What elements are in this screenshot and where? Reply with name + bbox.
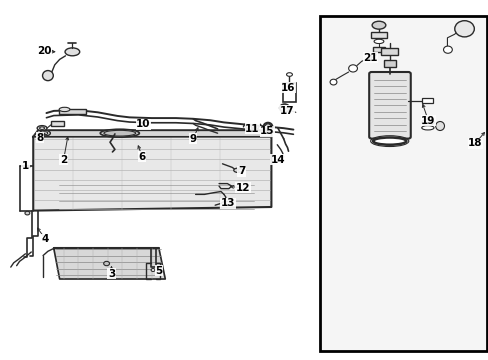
Text: 6: 6 [138, 152, 145, 162]
Text: 15: 15 [260, 126, 274, 136]
Ellipse shape [279, 104, 289, 112]
Ellipse shape [233, 168, 242, 172]
Ellipse shape [37, 126, 47, 131]
Ellipse shape [348, 65, 357, 72]
Ellipse shape [100, 129, 139, 137]
Text: 14: 14 [270, 155, 285, 165]
Text: 5: 5 [155, 266, 162, 276]
Ellipse shape [103, 261, 109, 266]
Ellipse shape [372, 138, 406, 145]
Bar [381, 48, 397, 55]
Text: 8: 8 [37, 132, 43, 143]
Text: 3: 3 [108, 269, 115, 279]
Polygon shape [33, 130, 271, 137]
Text: 2: 2 [60, 155, 67, 165]
Ellipse shape [59, 107, 70, 112]
Text: 17: 17 [279, 105, 294, 116]
Ellipse shape [65, 48, 80, 56]
Text: 18: 18 [467, 138, 482, 148]
Bar [370, 32, 386, 38]
Ellipse shape [454, 21, 473, 37]
Bar [372, 47, 385, 52]
Ellipse shape [264, 124, 270, 130]
Text: 11: 11 [244, 124, 259, 134]
Ellipse shape [373, 39, 383, 44]
Ellipse shape [263, 123, 272, 131]
Bar [320, 16, 486, 351]
Ellipse shape [25, 211, 30, 215]
Ellipse shape [40, 127, 44, 129]
Ellipse shape [151, 269, 155, 271]
Ellipse shape [329, 79, 336, 85]
Text: 19: 19 [420, 116, 435, 126]
Bar [282, 83, 296, 102]
Bar [421, 98, 432, 103]
Text: 20: 20 [37, 46, 51, 57]
Ellipse shape [421, 126, 433, 130]
Text: 12: 12 [235, 183, 250, 193]
Polygon shape [54, 248, 165, 279]
Bar [59, 109, 85, 114]
Text: 10: 10 [136, 119, 150, 129]
Text: 7: 7 [237, 166, 245, 176]
Text: 1: 1 [22, 161, 29, 171]
Ellipse shape [42, 132, 48, 135]
Ellipse shape [103, 130, 136, 136]
Text: 16: 16 [281, 83, 295, 93]
Ellipse shape [435, 122, 444, 130]
Ellipse shape [286, 73, 292, 76]
Ellipse shape [371, 21, 385, 29]
Text: 4: 4 [41, 234, 49, 244]
Polygon shape [33, 130, 271, 211]
Bar [383, 60, 395, 67]
Bar [51, 121, 63, 126]
FancyBboxPatch shape [368, 72, 410, 139]
Ellipse shape [42, 71, 53, 81]
Text: 9: 9 [189, 134, 196, 144]
Ellipse shape [443, 46, 451, 53]
Text: 21: 21 [363, 53, 377, 63]
Text: 13: 13 [220, 198, 235, 208]
Ellipse shape [421, 119, 433, 126]
Ellipse shape [40, 130, 50, 136]
